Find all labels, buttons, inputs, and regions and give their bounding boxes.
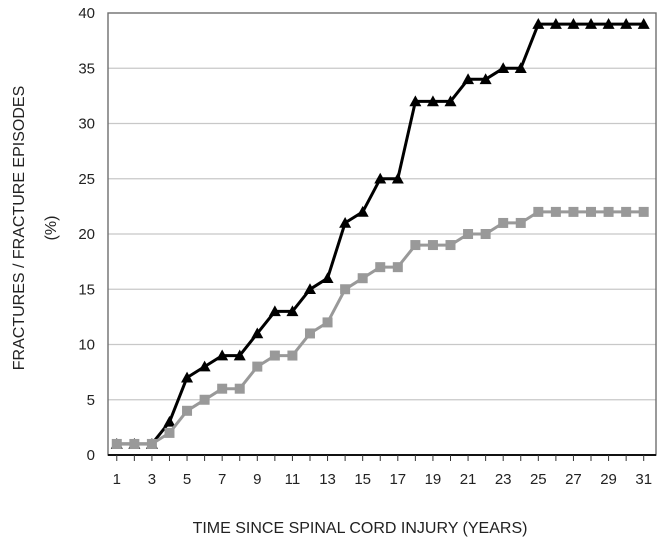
series-1-point-31 (637, 18, 650, 29)
series-2-point-24 (515, 217, 526, 228)
series-1-point-17 (391, 172, 404, 184)
series-2-point-14 (340, 284, 351, 295)
x-tick-label-3: 3 (148, 471, 156, 488)
series-2-point-18 (410, 240, 421, 251)
series-2-point-27 (568, 206, 579, 217)
series-1-point-22 (479, 73, 492, 85)
series-2-point-30 (621, 206, 632, 217)
series-2-point-3 (146, 438, 157, 449)
series-1-point-12 (303, 283, 316, 295)
series-2-point-26 (550, 206, 561, 217)
series-2-point-10 (269, 350, 280, 361)
y-tick-labels: 0 5 10 15 20 25 30 35 40 (78, 5, 95, 464)
series-2-point-31 (638, 206, 649, 217)
x-tick-label-19: 19 (425, 471, 442, 488)
series-1-point-8 (233, 349, 246, 361)
y-tick-label-5: 5 (87, 392, 95, 409)
series-1-point-29 (602, 18, 615, 29)
series-1-point-10 (268, 305, 281, 317)
series-2-point-16 (375, 262, 386, 273)
x-tick-label-1: 1 (113, 471, 121, 488)
series-1-point-16 (374, 172, 387, 184)
series-2-point-29 (603, 206, 614, 217)
series-2-point-9 (252, 361, 263, 372)
axes (107, 12, 657, 461)
x-tick-label-25: 25 (530, 471, 547, 488)
series-2-point-12 (304, 328, 315, 339)
series-2-point-4 (164, 427, 175, 438)
series-1-point-25 (532, 18, 545, 29)
y-tick-label-15: 15 (78, 281, 95, 298)
series-2-point-19 (427, 240, 438, 251)
y-tick-label-0: 0 (87, 447, 95, 464)
series-2-point-15 (357, 273, 368, 284)
x-tick-label-15: 15 (354, 471, 371, 488)
series-1-point-21 (462, 73, 475, 85)
series-1-point-23 (497, 62, 510, 74)
x-tick-labels: 1 3 5 7 9 11 13 15 17 19 21 23 25 27 29 31 (113, 471, 652, 488)
series-1-point-11 (286, 305, 299, 317)
y-tick-label-35: 35 (78, 60, 95, 77)
y-axis-title: FRACTURES / FRACTURE EPISODES (11, 86, 28, 370)
series-2-point-21 (463, 229, 474, 239)
series-2-point-13 (322, 317, 333, 328)
x-tick-label-9: 9 (253, 471, 261, 488)
series-1-point-9 (251, 327, 264, 339)
x-tick-label-23: 23 (495, 471, 512, 488)
x-tick-label-21: 21 (460, 471, 477, 488)
series-group (110, 18, 650, 449)
y-tick-label-40: 40 (78, 5, 95, 22)
series-1-point-27 (567, 18, 580, 29)
y-tick-label-10: 10 (78, 337, 95, 354)
x-tick-label-13: 13 (319, 471, 336, 488)
series-1-point-5 (181, 371, 194, 383)
y-tick-label-30: 30 (78, 116, 95, 133)
series-1-point-14 (339, 216, 352, 228)
y-tick-label-25: 25 (78, 171, 95, 188)
series-2-point-1 (111, 438, 122, 449)
series-2-point-20 (445, 240, 456, 251)
series-2-point-25 (533, 206, 544, 217)
series-2-point-6 (199, 394, 210, 405)
grid-lines (108, 67, 656, 401)
series-1-point-24 (514, 62, 527, 74)
series-2-point-17 (392, 262, 403, 273)
series-2-point-7 (217, 383, 228, 394)
series-2-point-5 (182, 405, 193, 416)
series-1-point-19 (426, 95, 439, 107)
x-tick-label-5: 5 (183, 471, 191, 488)
x-tick-label-17: 17 (389, 471, 406, 488)
series-2-point-23 (498, 217, 509, 228)
series-1-point-4 (163, 415, 176, 427)
series-1-point-28 (585, 18, 598, 29)
series-1-point-20 (444, 95, 457, 107)
series-1-point-15 (356, 205, 369, 217)
series-1-point-13 (321, 272, 334, 283)
x-tick-label-11: 11 (285, 471, 301, 488)
y-tick-label-20: 20 (78, 226, 95, 243)
x-axis-title: TIME SINCE SPINAL CORD INJURY (YEARS) (193, 520, 528, 537)
series-2-point-28 (586, 206, 597, 217)
series-1-point-30 (620, 18, 633, 29)
series-2-point-11 (287, 350, 298, 361)
series-1-point-18 (409, 95, 422, 107)
series-2-point-8 (234, 383, 245, 394)
series-1-point-26 (549, 18, 562, 29)
series-1-point-7 (216, 349, 229, 361)
series-2-point-2 (129, 438, 140, 449)
series-1-point-6 (198, 360, 211, 372)
y-axis-unit: (%) (43, 216, 60, 241)
series-2-line (116, 210, 644, 446)
x-tick-label-27: 27 (565, 471, 582, 488)
x-tick-label-31: 31 (635, 471, 652, 488)
x-tick-label-29: 29 (600, 471, 617, 488)
series-2-point-22 (480, 229, 491, 239)
x-tick-label-7: 7 (218, 471, 226, 488)
